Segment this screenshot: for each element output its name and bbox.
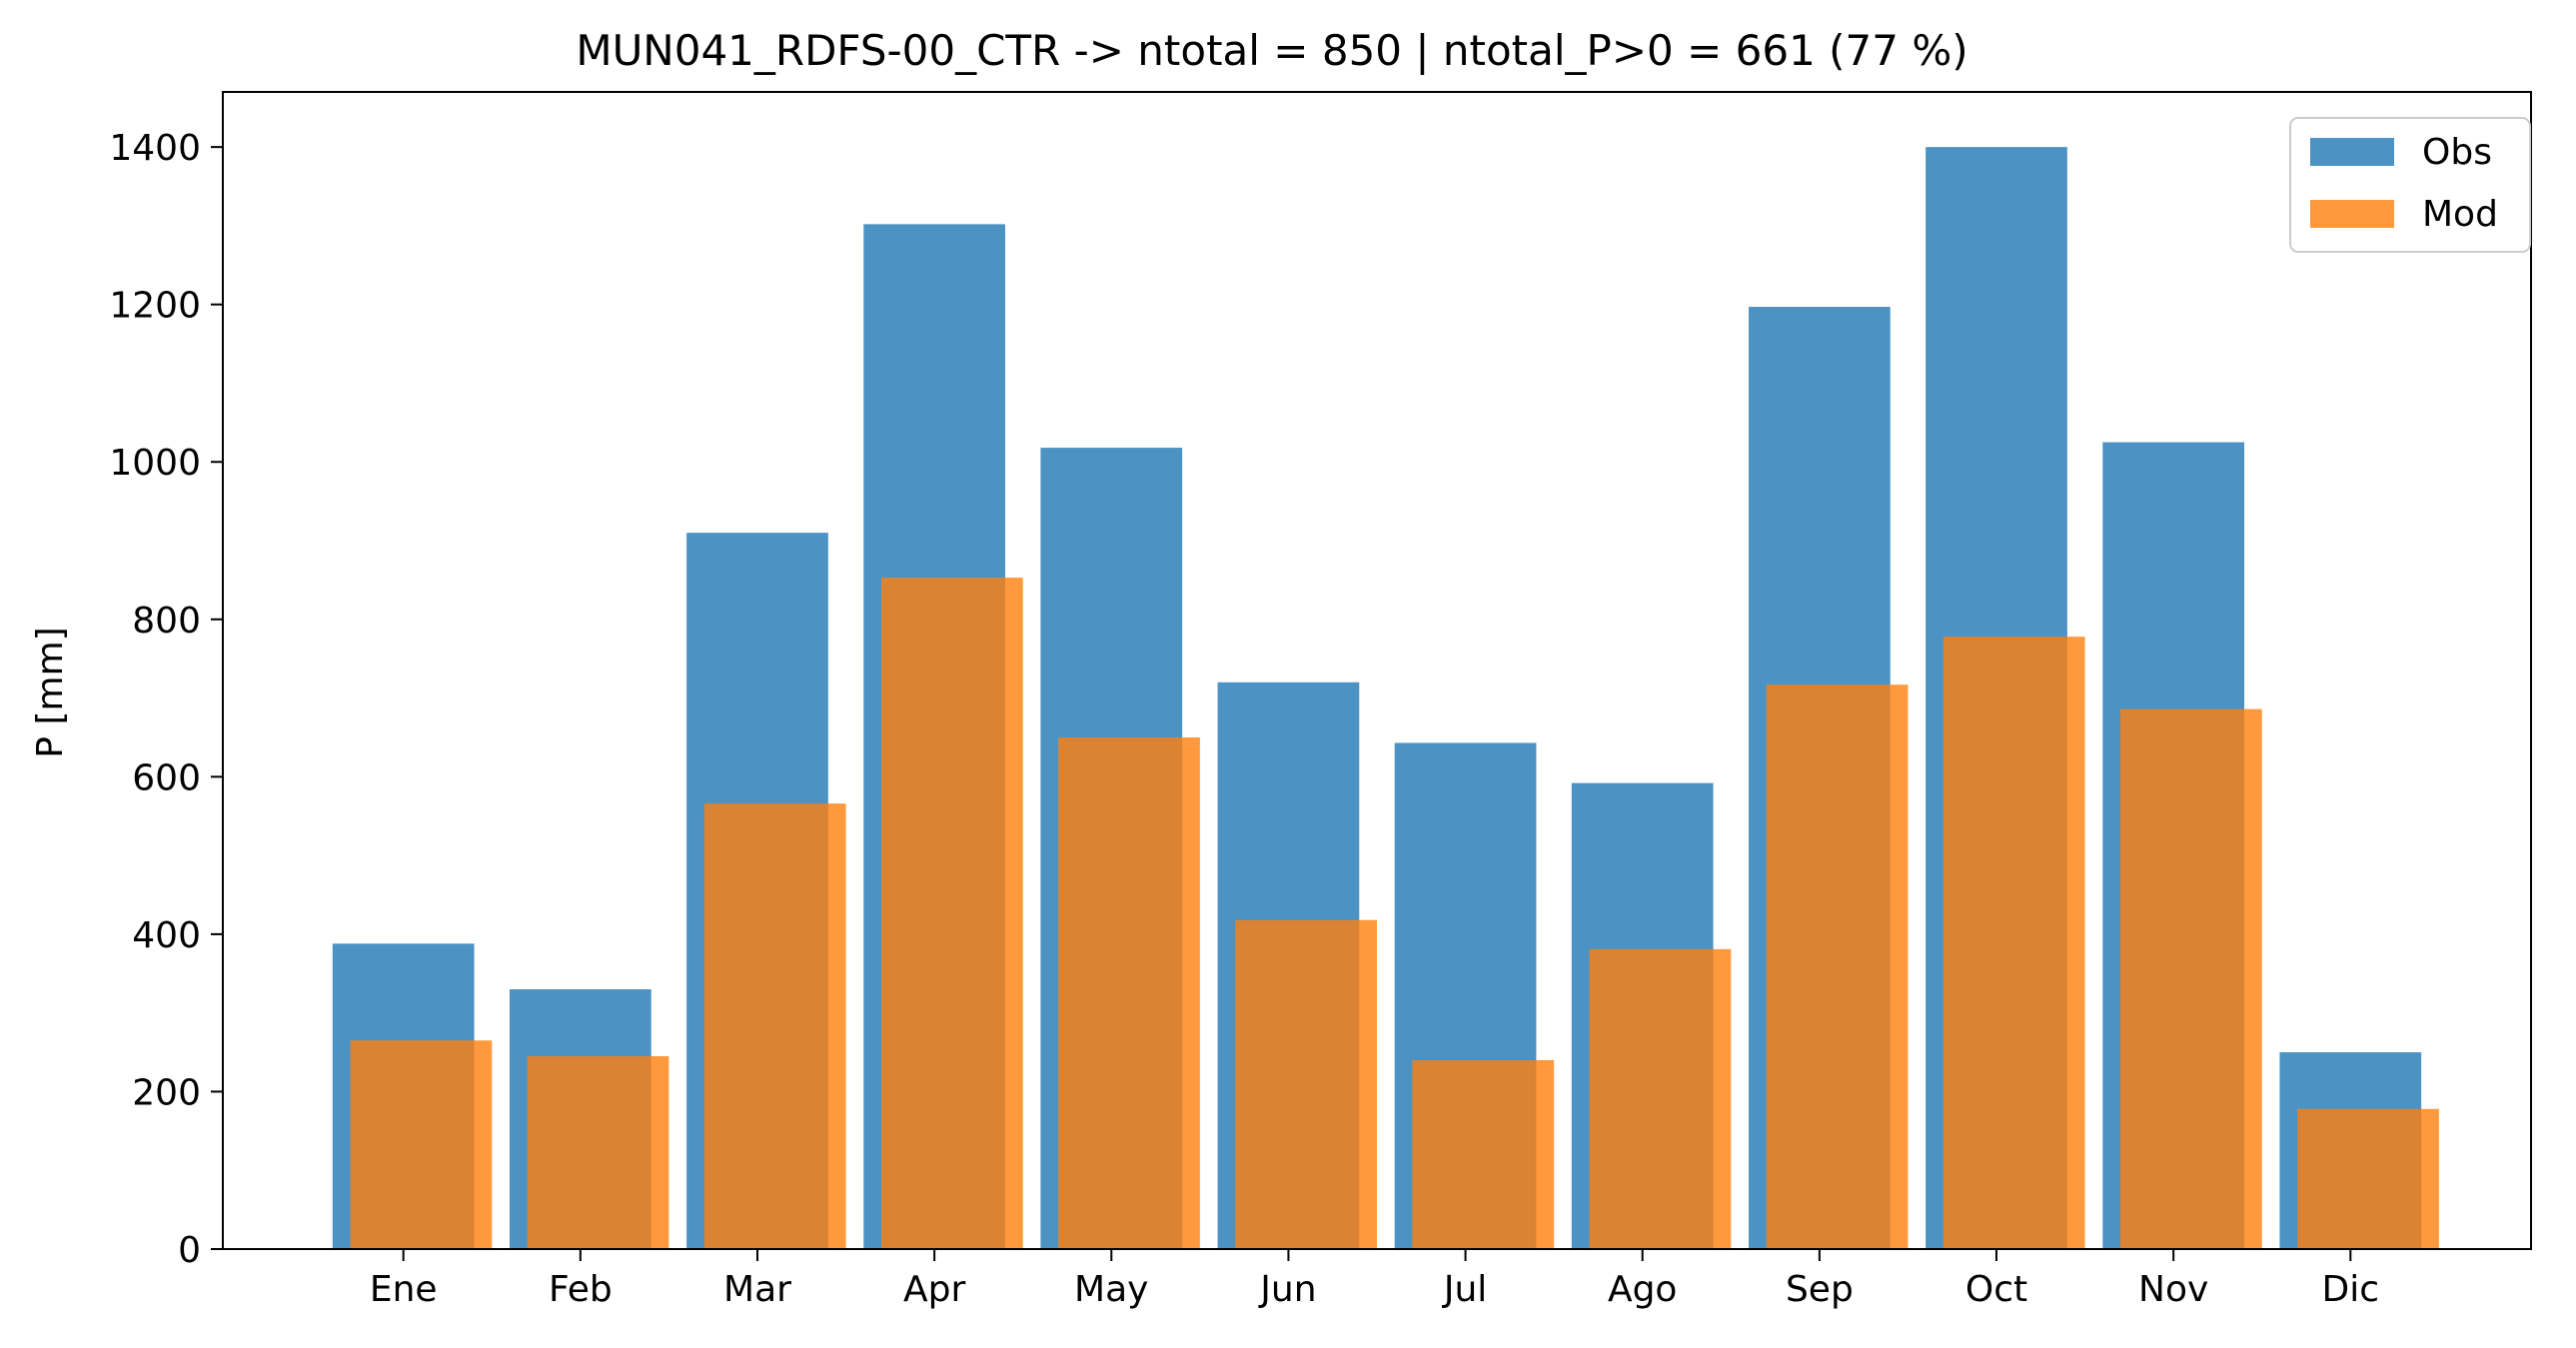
x-tick-label: Dic xyxy=(2322,1269,2380,1310)
y-tick-label: 800 xyxy=(132,601,201,642)
bar-mod-mar xyxy=(703,803,846,1249)
bar-mod-ene xyxy=(350,1040,493,1249)
bar-mod-oct xyxy=(1942,637,2085,1249)
bar-mod-jun xyxy=(1235,919,1377,1249)
axes-frame xyxy=(222,91,2532,1250)
chart-title: MUN041_RDFS-00_CTR -> ntotal = 850 | nto… xyxy=(576,26,1967,75)
y-tick-label: 0 xyxy=(178,1230,201,1271)
bar-mod-ago xyxy=(1589,948,1732,1249)
bar-mod-nov xyxy=(2120,708,2262,1249)
x-tick-label: Apr xyxy=(903,1269,965,1310)
x-tick-label: Ene xyxy=(370,1269,438,1310)
y-tick-label: 400 xyxy=(132,915,201,956)
x-tick-label: Mar xyxy=(723,1269,791,1310)
x-tick-label: Jul xyxy=(1442,1269,1487,1310)
y-tick-label: 1200 xyxy=(109,286,201,327)
legend-label-mod: Mod xyxy=(2422,194,2498,235)
plot-area xyxy=(332,147,2439,1250)
y-tick-label: 1400 xyxy=(109,128,201,169)
x-tick-label: Ago xyxy=(1608,1269,1678,1310)
x-tick-label: Sep xyxy=(1786,1269,1854,1310)
x-tick-label: Oct xyxy=(1965,1269,2027,1310)
y-axis-label: P [mm] xyxy=(30,627,71,757)
x-tick-label: Jun xyxy=(1258,1269,1316,1310)
bar-mod-sep xyxy=(1766,684,1909,1249)
bar-mod-jul xyxy=(1412,1059,1555,1249)
x-tick-label: Nov xyxy=(2138,1269,2208,1310)
y-tick-label: 600 xyxy=(132,757,201,798)
legend: Obs Mod xyxy=(2289,117,2531,253)
bar-mod-may xyxy=(1058,736,1200,1249)
y-tick-label: 1000 xyxy=(109,443,201,484)
bar-mod-feb xyxy=(527,1056,669,1249)
x-tick-label: Feb xyxy=(549,1269,613,1310)
x-tick-label: May xyxy=(1074,1269,1148,1310)
y-tick-label: 200 xyxy=(132,1072,201,1113)
legend-swatch-mod xyxy=(2310,200,2394,228)
bar-mod-dic xyxy=(2297,1108,2439,1249)
legend-label-obs: Obs xyxy=(2422,132,2492,173)
axes: 0 200 400 600 800 1000 1200 1400 Ene Feb Mar Apr May… xyxy=(109,91,2532,1310)
bar-mod-apr xyxy=(880,578,1023,1249)
legend-swatch-obs xyxy=(2310,138,2394,166)
